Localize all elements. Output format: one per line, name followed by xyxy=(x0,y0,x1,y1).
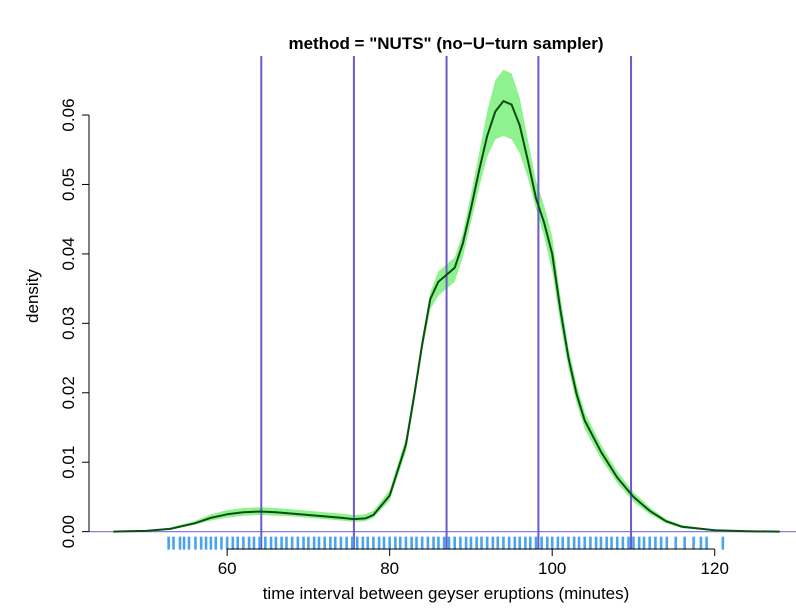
vertical-reference-lines xyxy=(260,56,633,549)
x-tick-label: 60 xyxy=(218,559,237,578)
density-line xyxy=(113,100,780,533)
y-tick-label: 0.03 xyxy=(59,307,78,340)
x-tick-label: 80 xyxy=(380,559,399,578)
plot-area xyxy=(89,56,796,550)
axes: 60 80 100 120 0.00 0.01 0.02 0.03 0.04 0.05 0.06 xyxy=(59,98,729,578)
y-axis-label: density xyxy=(23,269,42,323)
y-tick-label: 0.02 xyxy=(59,376,78,409)
x-tick-label: 100 xyxy=(538,559,566,578)
x-tick-label: 120 xyxy=(701,559,729,578)
x-axis: 60 80 100 120 xyxy=(218,548,729,578)
y-tick-label: 0.04 xyxy=(59,237,78,270)
y-axis: 0.00 0.01 0.02 0.03 0.04 0.05 0.06 xyxy=(59,98,90,548)
chart-title: method = "NUTS" (no−U−turn sampler) xyxy=(288,34,603,53)
y-tick-label: 0.00 xyxy=(59,515,78,548)
rug-marks xyxy=(167,536,725,550)
y-tick-label: 0.05 xyxy=(59,168,78,201)
y-tick-label: 0.06 xyxy=(59,98,78,131)
y-tick-label: 0.01 xyxy=(59,446,78,479)
x-axis-label: time interval between geyser eruptions (… xyxy=(263,584,630,603)
